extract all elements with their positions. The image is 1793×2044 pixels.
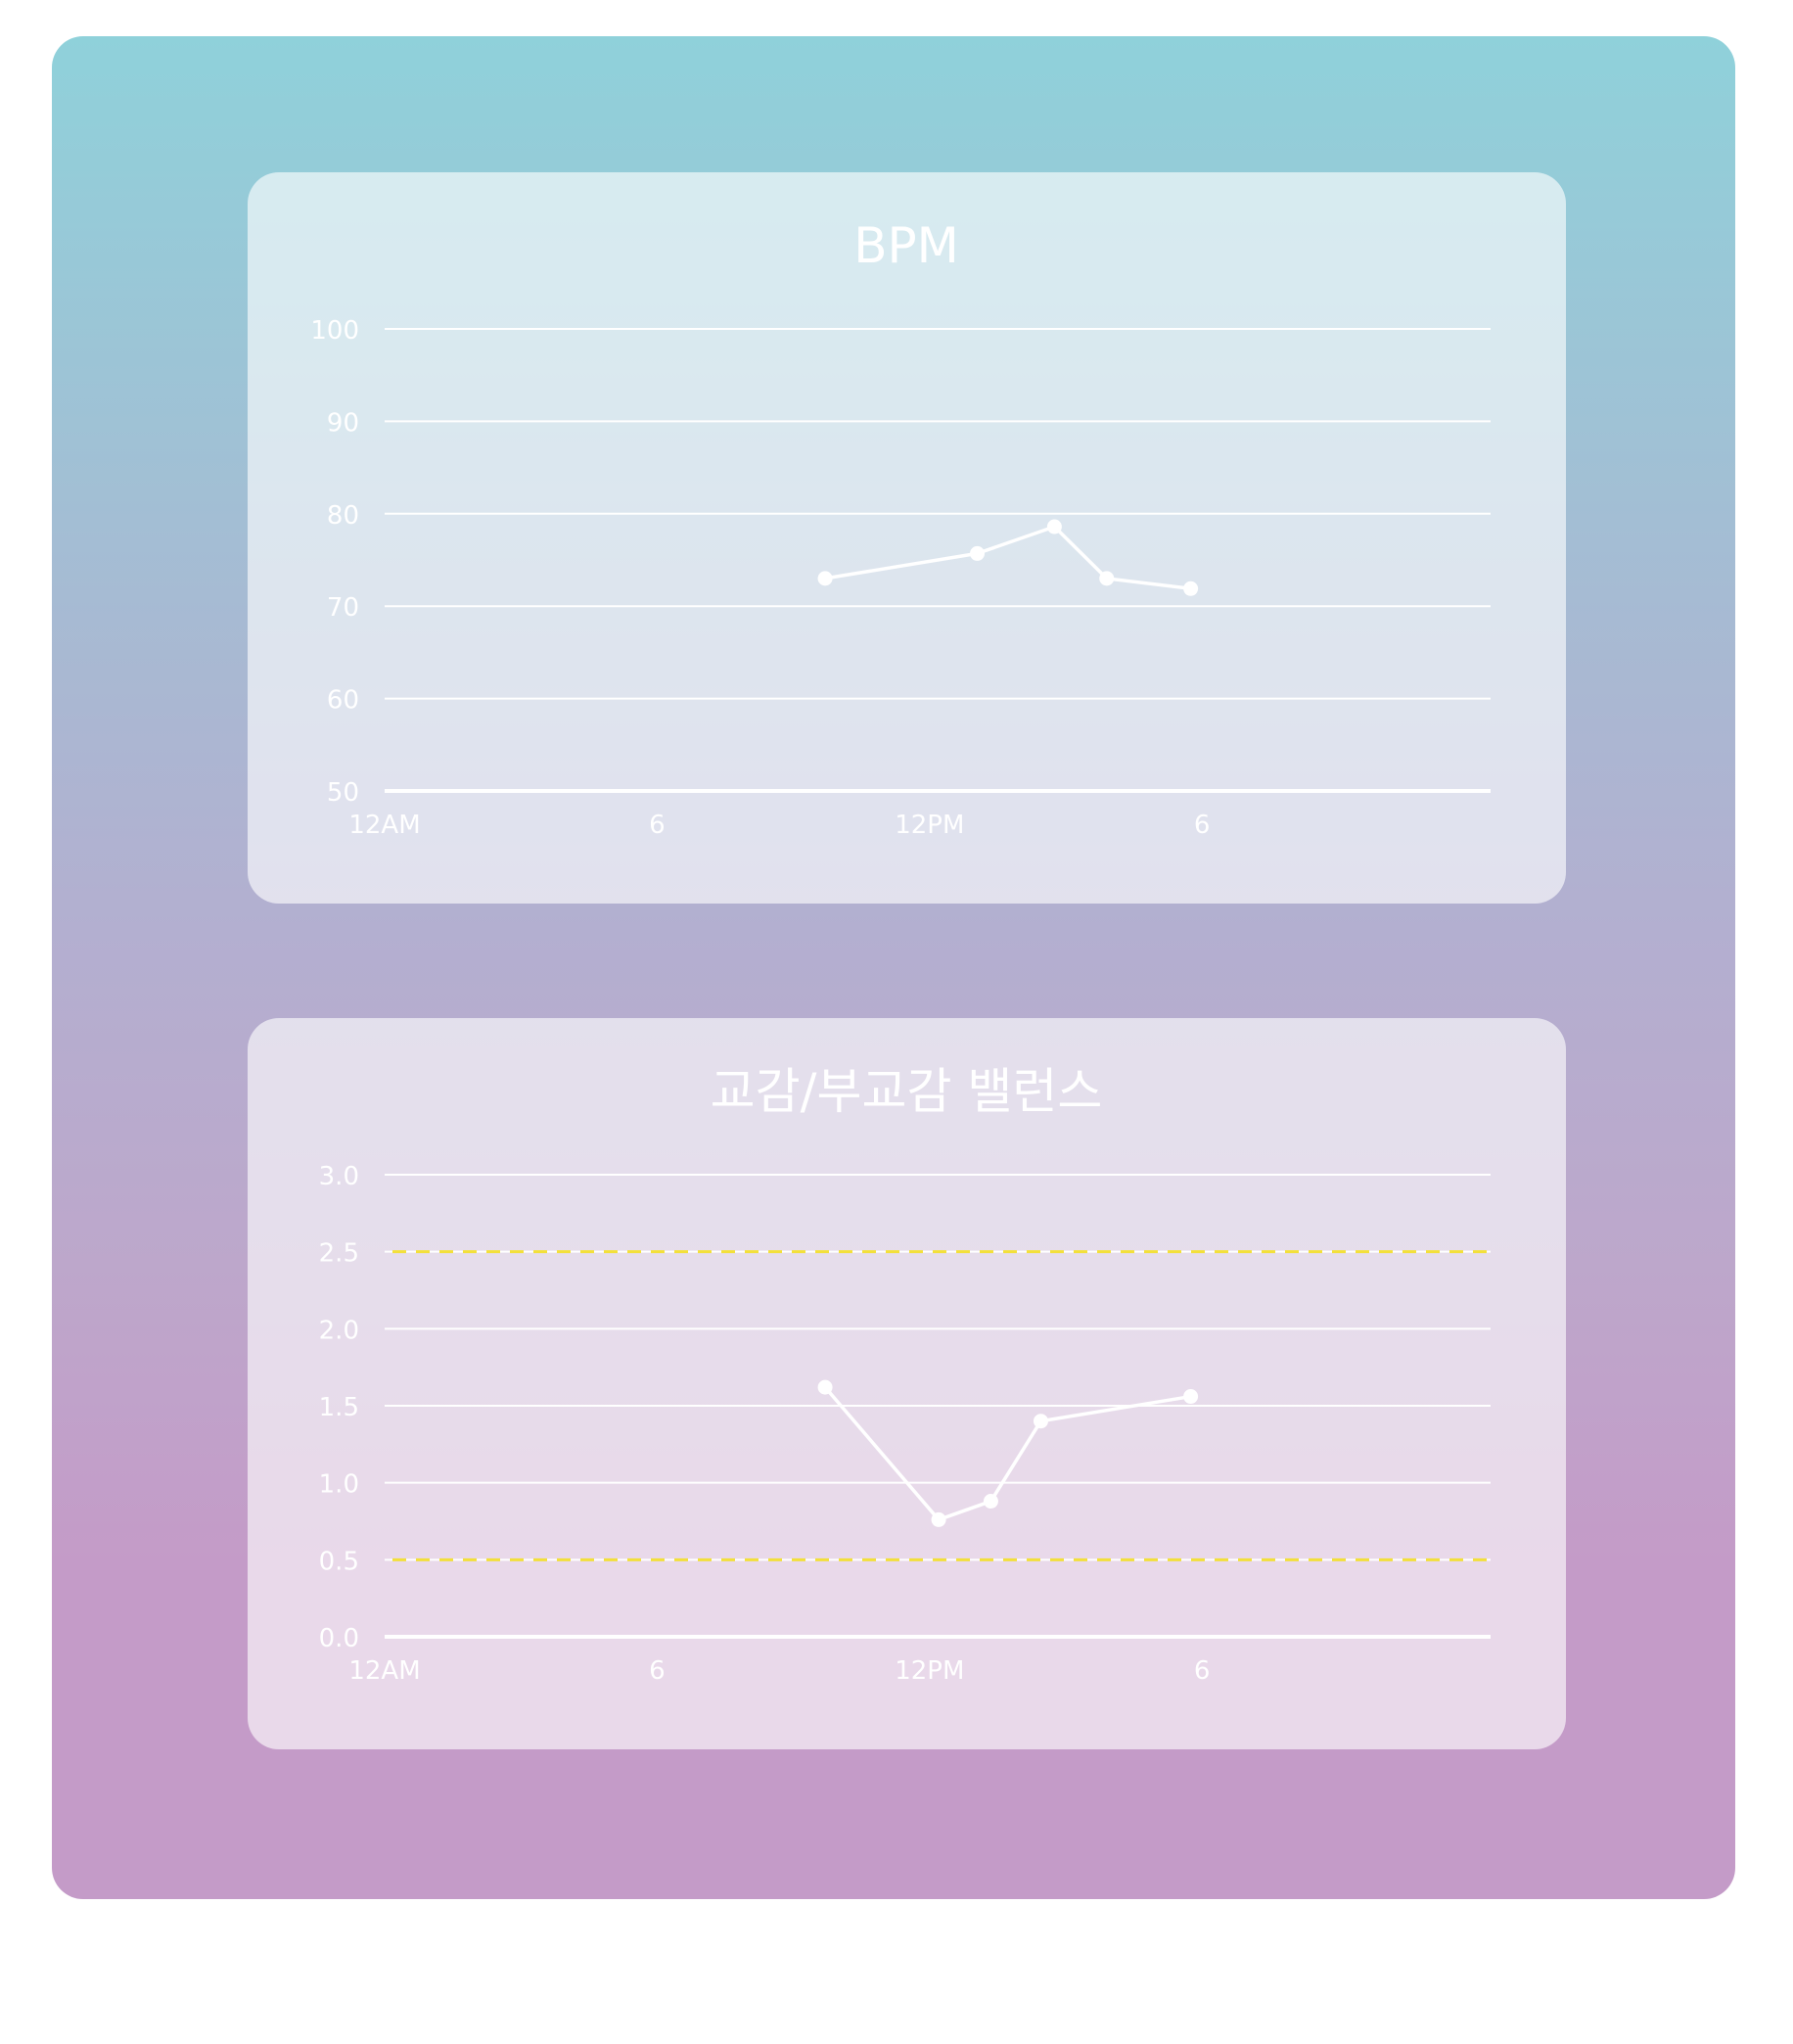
data-point[interactable]: [1033, 1414, 1048, 1429]
x-tick-label: 12AM: [348, 811, 420, 840]
data-point[interactable]: [931, 1511, 946, 1527]
data-point[interactable]: [1183, 581, 1199, 596]
y-tick-label: 0.5: [319, 1547, 359, 1576]
data-point[interactable]: [1183, 1389, 1199, 1405]
x-tick-label: 12AM: [348, 1656, 420, 1686]
y-tick-label: 0.0: [319, 1624, 359, 1653]
y-tick-label: 1.5: [319, 1393, 359, 1422]
y-tick-label: 100: [310, 316, 359, 346]
x-tick-label: 6: [649, 1656, 666, 1686]
data-point[interactable]: [817, 1379, 833, 1395]
bpm-chart-card: BPM 100 90 80 70 60 50 12AM 6 12PM 6: [248, 172, 1566, 904]
series-line: [824, 525, 1191, 591]
x-tick-label: 12PM: [895, 1656, 964, 1686]
data-point[interactable]: [1046, 519, 1062, 534]
y-tick-label: 3.0: [319, 1162, 359, 1191]
y-tick-label: 60: [327, 686, 359, 716]
y-tick-label: 80: [327, 501, 359, 531]
y-tick-label: 2.0: [319, 1316, 359, 1345]
series-line: [823, 1385, 1191, 1522]
y-tick-label: 1.0: [319, 1470, 359, 1500]
data-point[interactable]: [817, 571, 833, 586]
x-tick-label: 6: [1194, 1656, 1211, 1686]
data-point[interactable]: [983, 1494, 998, 1510]
y-tick-label: 2.5: [319, 1239, 359, 1269]
dashboard-panel: BPM 100 90 80 70 60 50 12AM 6 12PM 6 교감/부교감 밸런스 3…: [52, 36, 1735, 1899]
y-tick-label: 90: [327, 408, 359, 438]
y-tick-label: 50: [327, 778, 359, 808]
balance-chart-card: 교감/부교감 밸런스 3.0 2.5 2.0 1.5 1.0 0.5 0.0 12AM 6 12P…: [248, 1018, 1566, 1749]
bpm-chart-title: BPM: [853, 217, 959, 274]
x-tick-label: 6: [1194, 811, 1211, 840]
y-tick-label: 70: [327, 593, 359, 623]
autonomic-balance-chart: 교감/부교감 밸런스 3.0 2.5 2.0 1.5 1.0 0.5 0.0 12AM 6 12P…: [319, 1063, 1491, 1686]
data-point[interactable]: [1099, 571, 1115, 586]
data-point[interactable]: [970, 545, 986, 561]
bpm-chart: BPM 100 90 80 70 60 50 12AM 6 12PM 6: [310, 217, 1491, 840]
x-tick-label: 6: [649, 811, 666, 840]
x-tick-label: 12PM: [895, 811, 964, 840]
balance-chart-title: 교감/부교감 밸런스: [711, 1063, 1103, 1120]
